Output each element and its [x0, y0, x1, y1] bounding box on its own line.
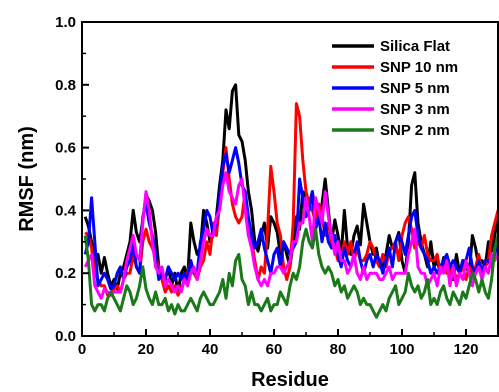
x-tick-label: 60 [266, 341, 283, 358]
series-line-4 [83, 227, 498, 319]
x-axis-title: Residue [251, 369, 329, 391]
legend-label: SNP 10 nm [380, 59, 458, 76]
x-tick-label: 20 [138, 341, 155, 358]
series-line-2 [83, 146, 498, 291]
y-axis-title: RMSF (nm) [16, 126, 38, 232]
y-tick-label: 0.0 [55, 328, 76, 345]
legend-label: SNP 5 nm [380, 80, 450, 97]
x-tick-label: 40 [202, 341, 219, 358]
y-tick-label: 1.0 [55, 14, 76, 31]
y-tick-label: 0.2 [55, 265, 76, 282]
y-tick-label: 0.4 [55, 202, 77, 219]
legend-label: SNP 2 nm [380, 122, 450, 139]
x-tick-label: 0 [78, 341, 86, 358]
legend-label: Silica Flat [380, 38, 450, 55]
axes: 0 20 40 60 80 100 120 0.0 0.2 0.4 0.6 0.8 1.0 [55, 14, 478, 358]
x-tick-label: 100 [389, 341, 414, 358]
legend: Silica Flat SNP 10 nm SNP 5 nm SNP 3 nm SNP … [332, 38, 458, 139]
y-tick-label: 0.6 [55, 140, 76, 157]
legend-label: SNP 3 nm [380, 101, 450, 118]
plot-lines [83, 83, 498, 319]
y-tick-label: 0.8 [55, 77, 76, 94]
x-tick-label: 120 [453, 341, 478, 358]
x-tick-label: 80 [330, 341, 347, 358]
